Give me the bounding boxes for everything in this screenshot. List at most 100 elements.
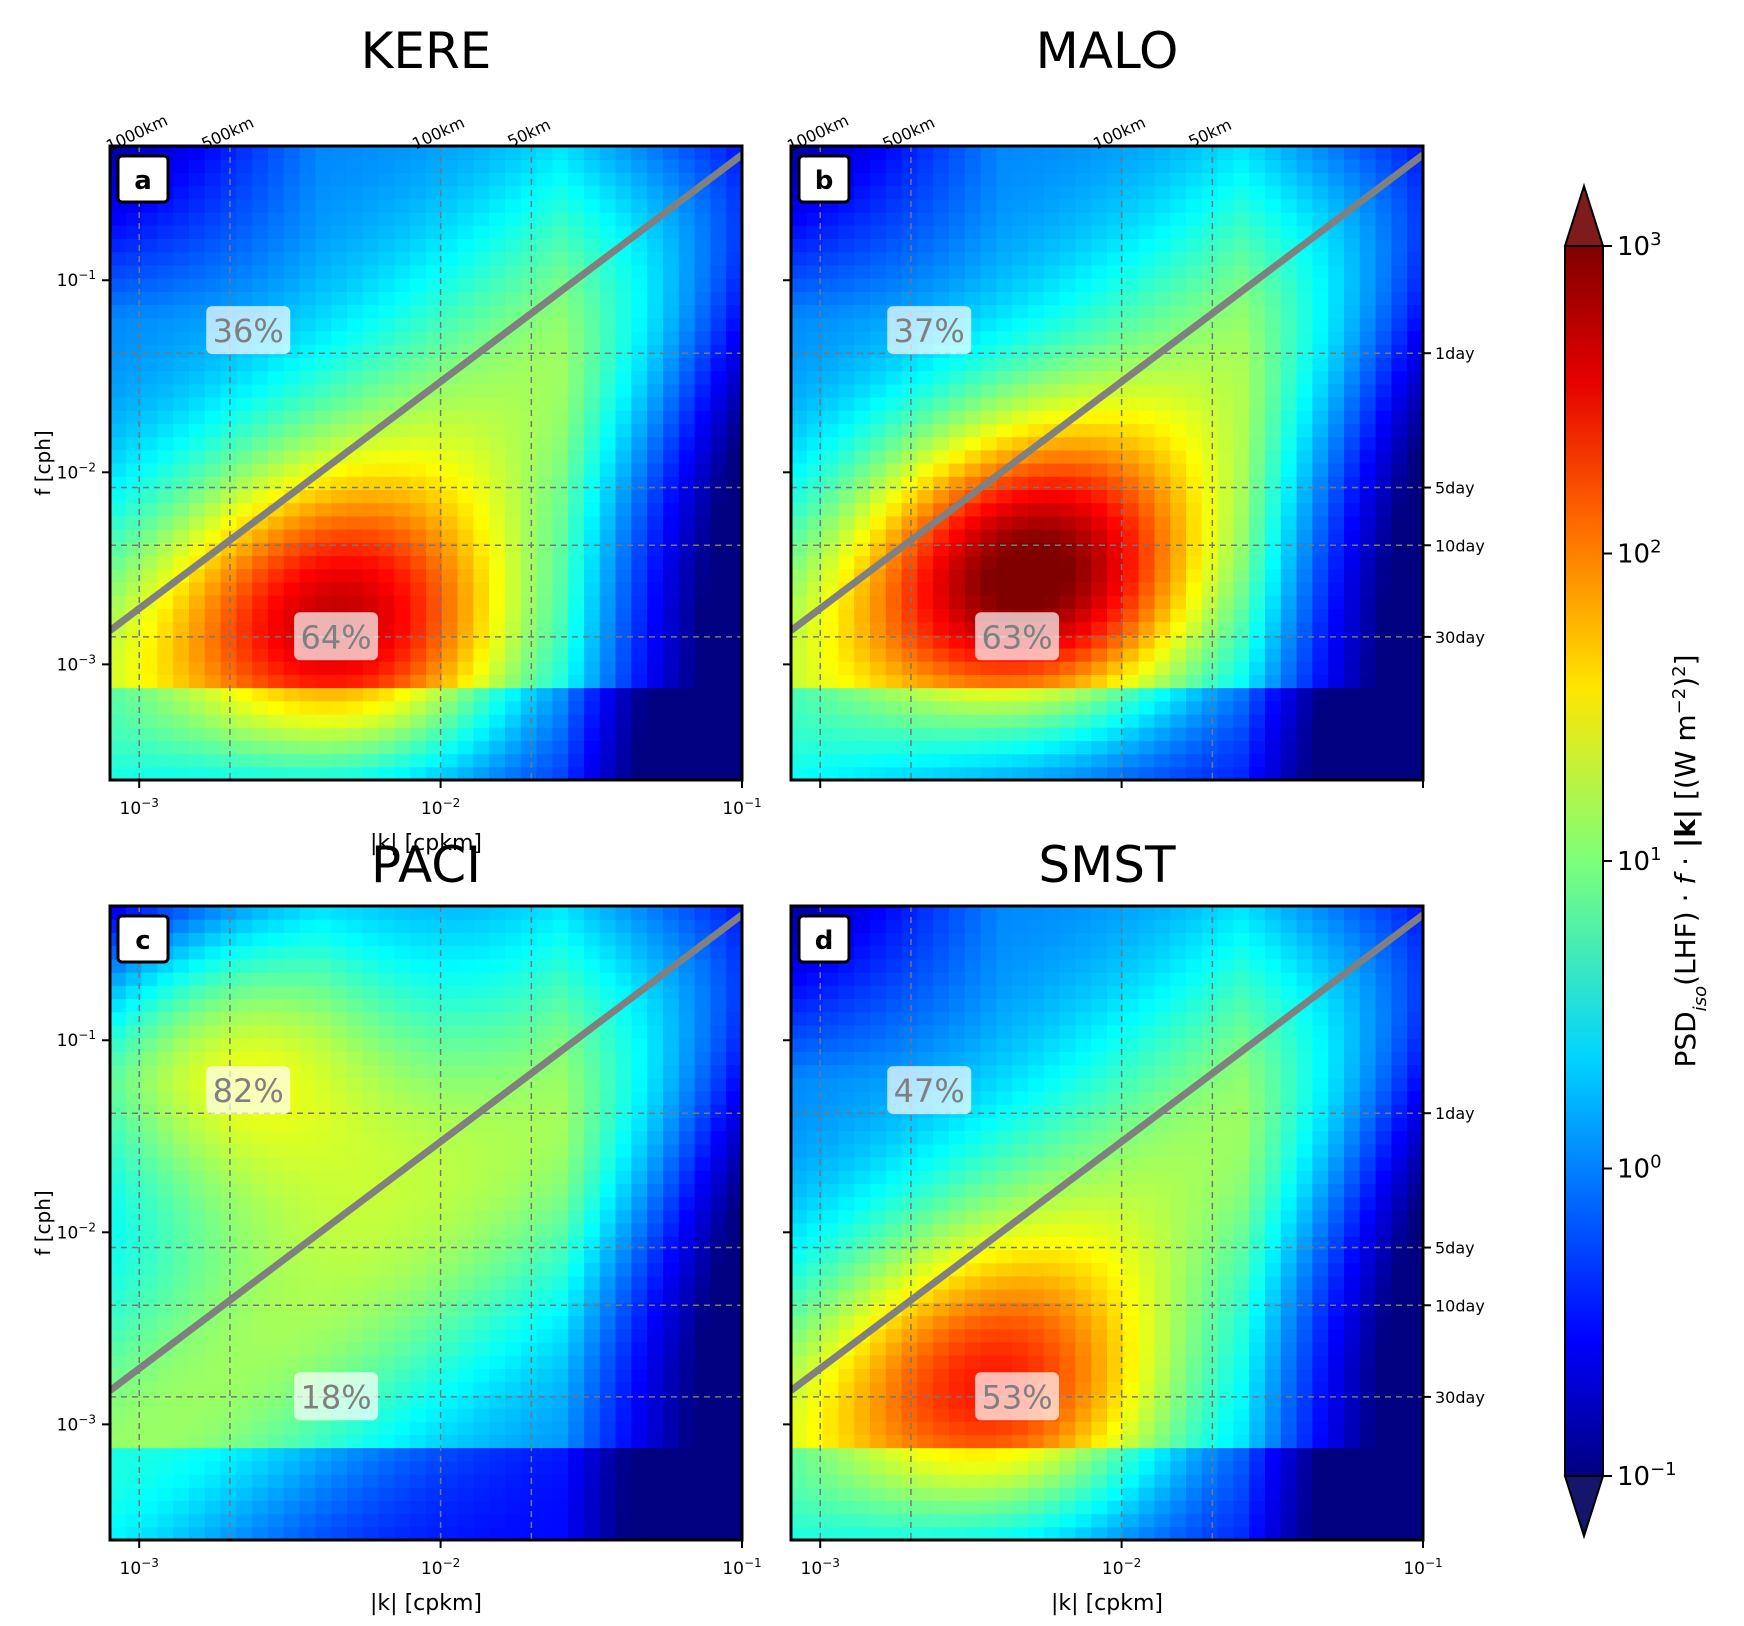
heat-cell bbox=[520, 555, 538, 570]
heat-cell bbox=[710, 687, 727, 702]
heat-cell bbox=[204, 1355, 222, 1369]
heat-cell bbox=[1028, 463, 1045, 477]
heat-cell bbox=[1091, 264, 1108, 279]
heat-cell bbox=[980, 713, 997, 728]
heat-cell bbox=[315, 410, 332, 424]
heat-cell bbox=[1312, 251, 1329, 266]
heat-cell bbox=[1249, 595, 1266, 609]
heat-cell bbox=[441, 1236, 459, 1251]
heat-cell bbox=[1265, 542, 1282, 557]
heat-cell bbox=[1359, 766, 1377, 780]
heat-cell bbox=[1122, 476, 1140, 491]
heat-cell bbox=[378, 647, 395, 662]
heat-cell bbox=[394, 700, 411, 715]
heat-cell bbox=[1043, 159, 1061, 174]
heat-cell bbox=[615, 661, 632, 675]
heat-cell bbox=[441, 985, 459, 1000]
heat-cell bbox=[315, 1011, 332, 1026]
heat-cell bbox=[1249, 713, 1266, 728]
heat-cell bbox=[1043, 753, 1061, 768]
heat-cell bbox=[1012, 555, 1029, 570]
heat-cell bbox=[1249, 766, 1266, 780]
heat-cell bbox=[1344, 146, 1361, 160]
heat-cell bbox=[394, 146, 411, 160]
heat-cell bbox=[1217, 674, 1234, 689]
heat-cell bbox=[1217, 766, 1234, 780]
heat-cell bbox=[901, 185, 918, 200]
heat-cell bbox=[410, 945, 427, 960]
heat-cell bbox=[1091, 740, 1108, 755]
heat-cell bbox=[710, 476, 727, 491]
heat-cell bbox=[457, 740, 474, 755]
heat-cell bbox=[1091, 595, 1108, 609]
heat-cell bbox=[568, 304, 585, 319]
heat-cell bbox=[157, 568, 174, 583]
heat-cell bbox=[1170, 621, 1187, 636]
heat-cell bbox=[347, 753, 364, 768]
heat-cell bbox=[584, 212, 601, 226]
heat-cell bbox=[410, 330, 427, 345]
heat-cell bbox=[1280, 172, 1298, 187]
heat-cell bbox=[791, 740, 808, 755]
heat-cell bbox=[1375, 463, 1392, 477]
heat-cell bbox=[854, 212, 871, 226]
heat-cell bbox=[933, 423, 950, 438]
heat-cell bbox=[854, 647, 871, 662]
heat-cell bbox=[315, 529, 332, 543]
heat-cell bbox=[189, 423, 206, 438]
heat-cell bbox=[410, 489, 427, 504]
heat-cell bbox=[362, 661, 380, 675]
heat-cell bbox=[457, 1500, 474, 1515]
heat-cell bbox=[568, 423, 585, 438]
heat-cell bbox=[678, 449, 696, 464]
heat-cell bbox=[726, 463, 742, 477]
heat-cell bbox=[678, 674, 696, 689]
heat-cell bbox=[236, 1473, 253, 1488]
heat-cell bbox=[584, 753, 601, 768]
heat-cell bbox=[283, 1143, 301, 1158]
heat-cell bbox=[141, 740, 158, 755]
heat-cell bbox=[457, 1460, 474, 1475]
heat-cell bbox=[473, 212, 490, 226]
heat-cell bbox=[1043, 185, 1061, 200]
heat-cell bbox=[1391, 278, 1408, 292]
heat-cell bbox=[204, 1407, 222, 1422]
heat-cell bbox=[473, 766, 490, 780]
heat-cell bbox=[1075, 555, 1092, 570]
heat-cell bbox=[1138, 291, 1155, 306]
heat-cell bbox=[694, 740, 711, 755]
heat-cell bbox=[1028, 740, 1045, 755]
heat-cell bbox=[870, 621, 887, 636]
heat-cell bbox=[710, 449, 727, 464]
heat-cell bbox=[441, 1473, 459, 1488]
heat-cell bbox=[791, 634, 808, 649]
heat-cell bbox=[615, 555, 632, 570]
heat-cell bbox=[252, 146, 269, 160]
heat-cell bbox=[964, 529, 982, 543]
heat-cell bbox=[362, 740, 380, 755]
heat-cell bbox=[1407, 317, 1423, 332]
heat-cell bbox=[1201, 185, 1219, 200]
heat-cell bbox=[378, 932, 395, 947]
heat-cell bbox=[1201, 423, 1219, 438]
heat-cell bbox=[505, 621, 522, 636]
heat-cell bbox=[457, 581, 474, 596]
heat-cell bbox=[726, 753, 742, 768]
heat-cell bbox=[552, 476, 569, 491]
heat-cell bbox=[1359, 595, 1377, 609]
heat-cell bbox=[1375, 740, 1392, 755]
heat-cell bbox=[1249, 621, 1266, 636]
heat-cell bbox=[980, 727, 997, 741]
heat-cell bbox=[189, 515, 206, 530]
heat-cell bbox=[647, 753, 664, 768]
heat-cell bbox=[283, 278, 301, 292]
heat-cell bbox=[125, 1315, 143, 1330]
heat-cell bbox=[441, 1143, 459, 1158]
heat-cell bbox=[933, 740, 950, 755]
heat-cell bbox=[457, 436, 474, 451]
heat-cell bbox=[726, 330, 742, 345]
heat-cell bbox=[615, 647, 632, 662]
heat-cell bbox=[1359, 687, 1377, 702]
heat-cell bbox=[283, 463, 301, 477]
heat-cell bbox=[173, 1130, 190, 1145]
